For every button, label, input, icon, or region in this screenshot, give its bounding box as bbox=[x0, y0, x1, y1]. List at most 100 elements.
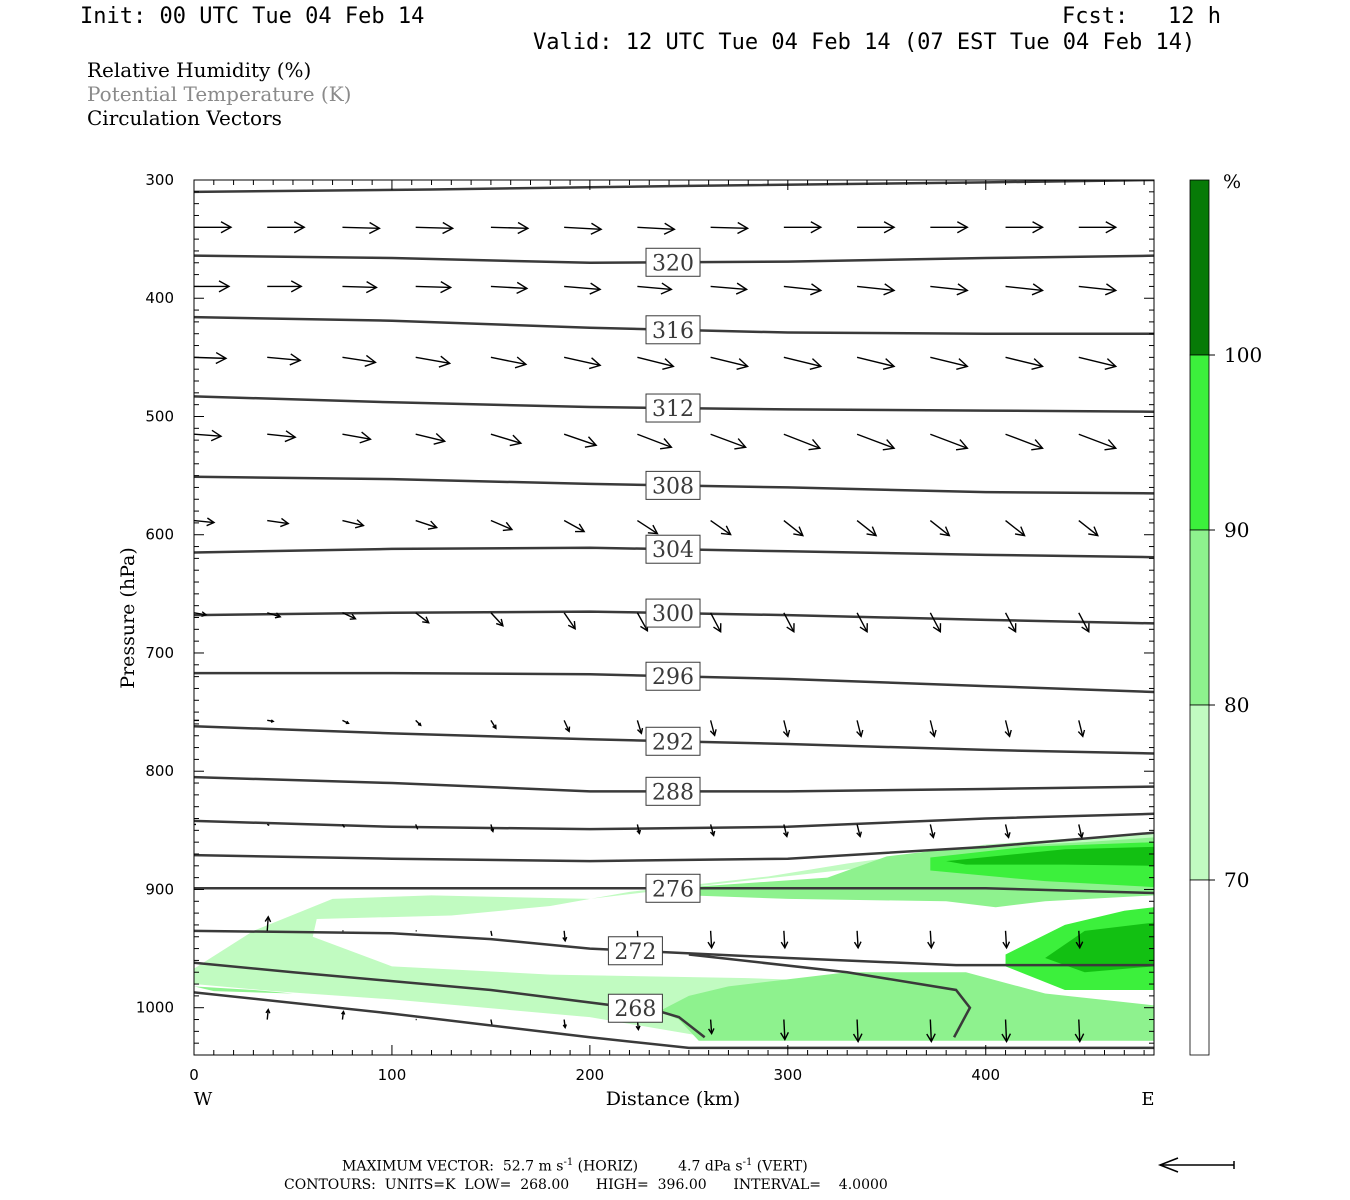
circulation-vector bbox=[853, 930, 862, 950]
circulation-vector bbox=[637, 433, 673, 450]
vector-head bbox=[433, 433, 447, 445]
circulation-vector bbox=[415, 824, 419, 830]
vector-head bbox=[589, 282, 602, 295]
vector-shaft bbox=[1078, 519, 1099, 537]
vector-shaft bbox=[710, 519, 732, 536]
circulation-vector bbox=[415, 612, 430, 624]
vector-head bbox=[590, 222, 603, 235]
vector-shaft bbox=[856, 824, 861, 837]
vector-shaft bbox=[783, 433, 821, 449]
vector-shaft bbox=[1078, 824, 1083, 838]
vector-shaft bbox=[1005, 285, 1043, 292]
vector-shaft bbox=[783, 720, 789, 737]
circulation-vector bbox=[927, 930, 935, 950]
vector-shaft bbox=[709, 720, 716, 736]
vector-head bbox=[859, 623, 868, 634]
vector-shaft bbox=[490, 519, 513, 531]
vector-head bbox=[1074, 1033, 1085, 1043]
vector-head bbox=[709, 729, 717, 737]
circulation-vector bbox=[857, 283, 896, 296]
vector-head bbox=[929, 729, 937, 738]
vector-shaft bbox=[1078, 356, 1116, 368]
vector-head bbox=[662, 358, 675, 370]
vector-shaft bbox=[490, 226, 528, 229]
vector-shaft bbox=[267, 612, 281, 618]
vector-head bbox=[929, 832, 936, 839]
vector-shaft bbox=[1005, 519, 1025, 537]
vector-shaft bbox=[341, 824, 346, 828]
vector-head bbox=[588, 357, 602, 370]
circulation-vector bbox=[856, 824, 863, 838]
theta-label-text: 300 bbox=[652, 602, 694, 627]
vector-shaft bbox=[1078, 930, 1081, 948]
vector-head bbox=[1077, 729, 1086, 738]
circulation-vector bbox=[783, 221, 823, 234]
theta-label-text: 308 bbox=[652, 474, 694, 499]
vector-head bbox=[215, 351, 228, 365]
colorbar-band bbox=[1189, 354, 1210, 531]
circulation-vector bbox=[1078, 433, 1118, 451]
circulation-vector bbox=[783, 519, 804, 537]
vector-shaft bbox=[563, 930, 566, 941]
circulation-vector bbox=[267, 719, 275, 723]
vector-shaft bbox=[783, 824, 788, 837]
circulation-vector bbox=[342, 719, 350, 725]
vector-shaft bbox=[266, 916, 269, 931]
circulation-vector bbox=[194, 221, 233, 234]
x-axis-title: Distance (km) bbox=[606, 1088, 741, 1110]
rh-region-80-90 bbox=[659, 972, 1154, 1041]
vector-shaft bbox=[1078, 285, 1116, 292]
vector-head bbox=[1181, 222, 1191, 233]
vector-shaft bbox=[636, 519, 658, 535]
theta-label-288: 288 bbox=[645, 776, 701, 806]
colorbar: 100 90 80 70 bbox=[1189, 179, 1262, 1056]
rh-region-100+ bbox=[1045, 922, 1154, 973]
vector-shaft bbox=[415, 226, 453, 229]
vector-head bbox=[1104, 283, 1118, 296]
circulation-vector bbox=[342, 519, 365, 529]
vector-shaft bbox=[563, 433, 597, 446]
vector-shaft bbox=[710, 433, 746, 448]
circulation-vector bbox=[1001, 1019, 1012, 1043]
vector-shaft bbox=[342, 356, 376, 364]
vector-head bbox=[663, 222, 676, 235]
vector-shaft bbox=[857, 285, 895, 292]
colorbar-band bbox=[1189, 704, 1210, 881]
vector-shaft bbox=[710, 356, 748, 368]
circulation-vector bbox=[194, 611, 208, 618]
circulation-vector bbox=[490, 612, 504, 627]
vector-shaft bbox=[783, 1019, 786, 1040]
vector-head bbox=[1002, 941, 1011, 950]
vector-shaft bbox=[342, 226, 380, 229]
vector-head bbox=[926, 1033, 936, 1043]
vector-shaft bbox=[415, 356, 450, 365]
circulation-vector bbox=[1078, 283, 1118, 296]
vector-head bbox=[1104, 439, 1118, 451]
circulation-vector bbox=[852, 1019, 863, 1043]
circulation-vector bbox=[782, 720, 791, 738]
vector-head bbox=[562, 936, 568, 943]
rh-legend-label: Relative Humidity (%) bbox=[87, 58, 312, 82]
vector-shaft bbox=[637, 226, 675, 230]
theta-label-box bbox=[645, 661, 701, 691]
vector-shaft bbox=[856, 930, 859, 948]
vector-head bbox=[707, 941, 716, 950]
circulation-vector bbox=[562, 930, 568, 943]
vector-head bbox=[1004, 729, 1012, 738]
valid-time: Valid: 12 UTC Tue 04 Feb 14 (07 EST Tue … bbox=[533, 30, 1196, 55]
vector-shaft bbox=[856, 1019, 859, 1042]
vector-shaft bbox=[563, 612, 576, 630]
vector-shaft bbox=[194, 433, 222, 437]
theta-label-308: 308 bbox=[645, 470, 701, 500]
theta-label-text: 276 bbox=[652, 877, 694, 902]
circulation-vector bbox=[782, 824, 789, 838]
vector-shaft bbox=[709, 930, 713, 948]
vector-head bbox=[882, 358, 896, 371]
theta-label-text: 292 bbox=[652, 730, 694, 755]
vector-shaft bbox=[267, 356, 301, 362]
theta-label-text: 288 bbox=[652, 780, 694, 805]
vector-head bbox=[427, 520, 439, 530]
vector-head bbox=[882, 439, 896, 451]
vector-head bbox=[368, 221, 381, 235]
circulation-vector bbox=[490, 519, 514, 532]
